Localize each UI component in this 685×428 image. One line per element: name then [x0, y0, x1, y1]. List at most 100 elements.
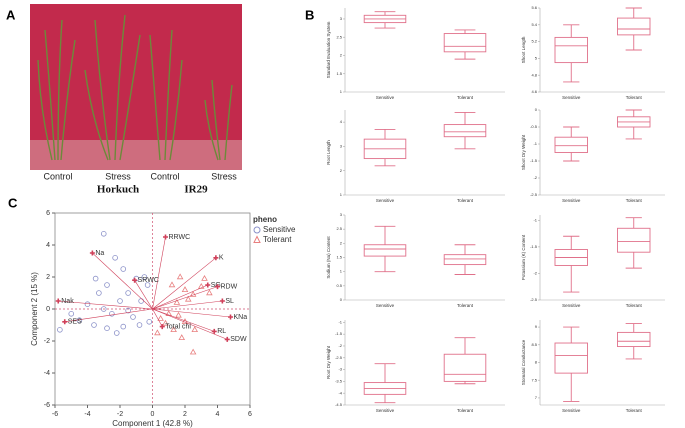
loading-label: RRWC [169, 234, 191, 241]
photo-floor [30, 140, 242, 170]
y-tick-label: 2 [340, 240, 343, 245]
y-tick-label: -2.5 [530, 192, 538, 197]
panel-label: C [8, 195, 18, 210]
x-tick-label: Tolerant [457, 303, 474, 308]
point [201, 274, 208, 281]
point [57, 326, 63, 333]
loading-marker [55, 298, 61, 304]
loading-marker [224, 336, 230, 342]
y-tick-label: 2 [340, 168, 343, 173]
legend-label: Sensitive [263, 225, 296, 234]
loading-label: RL [217, 328, 226, 335]
loading-arrow [152, 236, 166, 310]
point [120, 266, 127, 272]
y-tick-label: 2 [340, 53, 343, 58]
y-tick-label: -1 [533, 141, 537, 146]
point [113, 330, 120, 336]
point [197, 282, 205, 289]
y-tick-label: -1.5 [530, 244, 538, 249]
point [141, 274, 148, 280]
x-tick-label: 4 [216, 411, 220, 418]
y-tick-label: 0 [340, 297, 343, 302]
y-tick-label: 1.5 [336, 255, 342, 260]
y-tick-label: 1 [340, 89, 343, 94]
loading-arrow [134, 280, 153, 310]
loading-label: KNa [234, 314, 248, 321]
point [184, 295, 192, 302]
x-tick-label: Sensitive [376, 408, 395, 413]
loading-marker [205, 282, 211, 288]
point [100, 231, 107, 237]
box [443, 33, 487, 53]
x-tick-label: Tolerant [457, 95, 474, 100]
y-tick-label: 2.5 [336, 226, 342, 231]
loading-label: Total chl [165, 323, 191, 330]
point [104, 282, 110, 288]
y-tick-label: -2 [338, 343, 342, 348]
loading-arrow [152, 286, 218, 310]
treatment-label: Stress [105, 171, 131, 181]
loading-marker [132, 277, 138, 283]
point [162, 319, 169, 326]
y-tick-label: 5.6 [531, 5, 537, 10]
x-tick-label: Tolerant [626, 408, 643, 413]
y-tick-label: -0.5 [530, 124, 538, 129]
loading-arrow [152, 308, 228, 340]
loading-arrow [152, 308, 231, 318]
point [125, 307, 131, 314]
loading-label: SES [68, 319, 82, 326]
point [170, 326, 177, 332]
legend-label: Tolerant [263, 235, 292, 244]
box [443, 353, 487, 382]
y-tick-label: 8 [535, 360, 538, 365]
box [617, 227, 651, 253]
x-tick-label: Sensitive [562, 95, 581, 100]
y-tick-label: -2 [533, 175, 537, 180]
y-tick-label: 4.8 [531, 72, 537, 77]
loading-arrow [64, 308, 153, 323]
y-tick-label: 4.6 [531, 89, 537, 94]
y-tick-label: 3 [340, 143, 343, 148]
y-axis-label: Standard Evaluation System [326, 21, 331, 78]
loading-label: K [219, 255, 224, 262]
y-tick-label: -2 [533, 271, 537, 276]
loading-label: Nak [61, 298, 74, 305]
box [617, 331, 651, 348]
panel-label: B [305, 7, 314, 22]
x-tick-label: Sensitive [376, 303, 395, 308]
loading-marker [211, 328, 217, 334]
y-tick-label: 8.5 [531, 342, 537, 347]
point [206, 289, 213, 296]
y-tick-label: -2 [44, 338, 50, 345]
y-tick-label: -1.5 [335, 331, 343, 336]
point [178, 334, 186, 340]
loading-marker [62, 319, 68, 325]
point [125, 290, 131, 296]
point [130, 314, 136, 320]
y-tick-label: 5.2 [531, 39, 537, 44]
point [154, 329, 161, 336]
legend-title: pheno [253, 215, 277, 224]
loading-label: RDW [221, 283, 238, 290]
point [112, 254, 118, 261]
x-tick-label: 2 [183, 411, 187, 418]
y-axis-label: Stomatal Conductance [521, 339, 526, 385]
legend-marker [253, 226, 261, 234]
photo [30, 4, 242, 170]
loading-marker [213, 255, 219, 261]
y-tick-label: 1 [340, 192, 343, 197]
x-tick-label: Sensitive [376, 95, 395, 100]
point [136, 322, 143, 328]
y-tick-label: -2.5 [530, 297, 538, 302]
y-axis-label: Component 2 (15 %) [30, 272, 39, 346]
loading-arrow [152, 308, 163, 327]
x-tick-label: 6 [248, 411, 252, 418]
legend-marker [253, 235, 261, 243]
y-axis-label: Root Dry Weight [326, 345, 331, 379]
y-tick-label: -4.5 [335, 402, 343, 407]
loading-arrow [152, 300, 223, 310]
y-tick-label: 4 [340, 119, 343, 124]
y-tick-label: -3 [338, 367, 342, 372]
loading-arrow [152, 257, 217, 310]
